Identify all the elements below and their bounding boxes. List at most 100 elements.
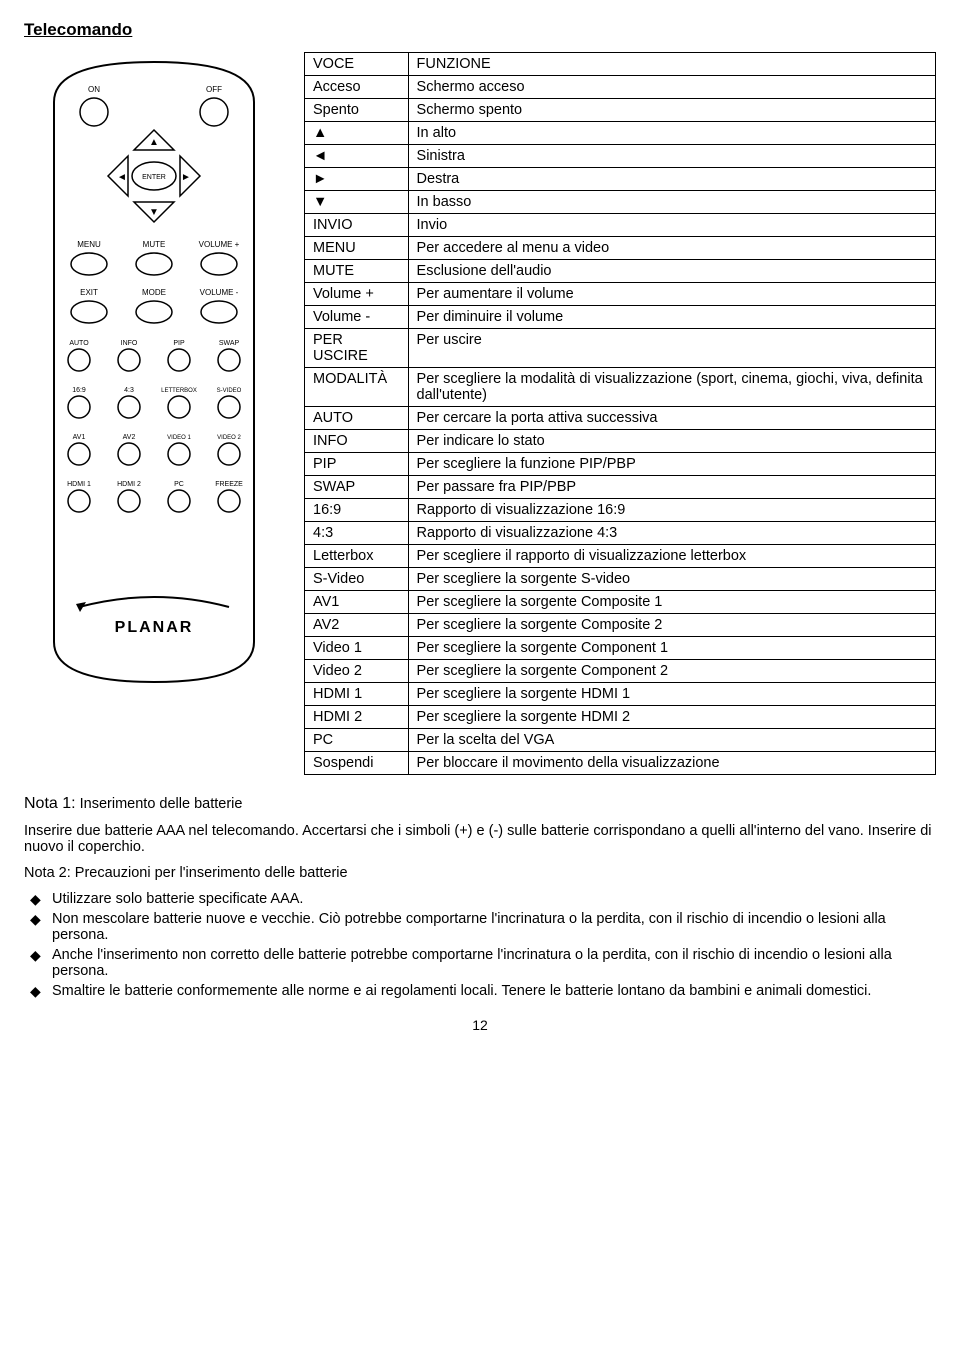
svg-text:►: ►	[181, 172, 191, 183]
table-cell-key: ▲	[305, 122, 409, 145]
table-cell-value: Rapporto di visualizzazione 4:3	[408, 522, 935, 545]
table-cell-key: Sospendi	[305, 752, 409, 775]
label-letterbox: LETTERBOX	[161, 388, 197, 394]
table-cell-key: Video 2	[305, 660, 409, 683]
function-table: VOCEFUNZIONEAccesoSchermo accesoSpentoSc…	[304, 52, 936, 775]
table-cell-value: Per scegliere il rapporto di visualizzaz…	[408, 545, 935, 568]
list-item: Utilizzare solo batterie specificate AAA…	[24, 891, 936, 907]
button-swap	[218, 349, 240, 371]
table-cell-value: Per scegliere la sorgente Composite 2	[408, 614, 935, 637]
list-item: Smaltire le batterie conformemente alle …	[24, 983, 936, 999]
table-cell-key: HDMI 2	[305, 706, 409, 729]
table-cell-key: AUTO	[305, 407, 409, 430]
note2-title: Nota 2: Precauzioni per l'inserimento de…	[24, 865, 936, 881]
label-pip: PIP	[173, 340, 185, 347]
table-header-funzione: FUNZIONE	[408, 53, 935, 76]
table-cell-key: MENU	[305, 237, 409, 260]
button-pip	[168, 349, 190, 371]
table-header-voce: VOCE	[305, 53, 409, 76]
table-cell-key: Spento	[305, 99, 409, 122]
table-cell-key: HDMI 1	[305, 683, 409, 706]
label-enter: ENTER	[142, 174, 166, 181]
note1-subtitle: Inserimento delle batterie	[76, 796, 243, 812]
label-swap: SWAP	[219, 340, 240, 347]
table-cell-value: Esclusione dell'audio	[408, 260, 935, 283]
table-cell-key: ▼	[305, 191, 409, 214]
label-volp: VOLUME +	[199, 240, 240, 249]
table-cell-value: Per scegliere la sorgente HDMI 2	[408, 706, 935, 729]
button-av2	[118, 443, 140, 465]
button-freeze	[218, 490, 240, 512]
table-cell-key: PIP	[305, 453, 409, 476]
table-cell-value: Per scegliere la modalità di visualizzaz…	[408, 368, 935, 407]
button-video2	[218, 443, 240, 465]
button-off	[200, 98, 228, 126]
button-on	[80, 98, 108, 126]
table-cell-key: PC	[305, 729, 409, 752]
svg-text:◄: ◄	[117, 172, 127, 183]
table-cell-value: Invio	[408, 214, 935, 237]
table-row: Volume -Per diminuire il volume	[305, 306, 936, 329]
table-cell-value: Per aumentare il volume	[408, 283, 935, 306]
label-off: OFF	[206, 85, 222, 94]
list-item: Non mescolare batterie nuove e vecchie. …	[24, 911, 936, 943]
table-cell-value: Per diminuire il volume	[408, 306, 935, 329]
label-svideo: S-VIDEO	[217, 388, 242, 394]
label-on: ON	[88, 85, 100, 94]
table-row: S-VideoPer scegliere la sorgente S-video	[305, 568, 936, 591]
table-row: AV1Per scegliere la sorgente Composite 1	[305, 591, 936, 614]
list-item: Anche l'inserimento non corretto delle b…	[24, 947, 936, 979]
label-169: 16:9	[72, 387, 86, 394]
table-row: AccesoSchermo acceso	[305, 76, 936, 99]
table-cell-key: Volume -	[305, 306, 409, 329]
table-cell-value: Per accedere al menu a video	[408, 237, 935, 260]
table-row: PCPer la scelta del VGA	[305, 729, 936, 752]
table-row: AUTOPer cercare la porta attiva successi…	[305, 407, 936, 430]
table-row: Video 2Per scegliere la sorgente Compone…	[305, 660, 936, 683]
table-cell-key: MODALITÀ	[305, 368, 409, 407]
table-cell-value: Per scegliere la sorgente HDMI 1	[408, 683, 935, 706]
button-hdmi1	[68, 490, 90, 512]
table-cell-key: AV2	[305, 614, 409, 637]
table-cell-key: MUTE	[305, 260, 409, 283]
table-cell-value: In alto	[408, 122, 935, 145]
table-cell-key: 4:3	[305, 522, 409, 545]
label-video2: VIDEO 2	[217, 435, 241, 441]
table-row: 16:9Rapporto di visualizzazione 16:9	[305, 499, 936, 522]
button-volm	[201, 301, 237, 323]
button-169	[68, 396, 90, 418]
label-info: INFO	[121, 340, 138, 347]
notes-section: Nota 1: Inserimento delle batterie Inser…	[24, 795, 936, 999]
label-pc: PC	[174, 481, 184, 488]
table-cell-value: Schermo spento	[408, 99, 935, 122]
table-row: MUTEEsclusione dell'audio	[305, 260, 936, 283]
table-cell-value: Destra	[408, 168, 935, 191]
note1-label: Nota 1:	[24, 795, 76, 812]
table-cell-key: S-Video	[305, 568, 409, 591]
table-cell-value: Per scegliere la sorgente Composite 1	[408, 591, 935, 614]
button-svideo	[218, 396, 240, 418]
button-video1	[168, 443, 190, 465]
table-row: PER USCIREPer uscire	[305, 329, 936, 368]
button-auto	[68, 349, 90, 371]
label-av2: AV2	[123, 434, 136, 441]
button-letterbox	[168, 396, 190, 418]
table-cell-key: SWAP	[305, 476, 409, 499]
top-section: ON OFF ▲ ▼ ◄ ► ENTER MENU MUTE V	[24, 52, 936, 775]
table-cell-value: Per la scelta del VGA	[408, 729, 935, 752]
table-cell-value: Per passare fra PIP/PBP	[408, 476, 935, 499]
table-cell-value: In basso	[408, 191, 935, 214]
table-cell-value: Sinistra	[408, 145, 935, 168]
table-cell-key: Video 1	[305, 637, 409, 660]
note1-title: Nota 1: Inserimento delle batterie	[24, 795, 936, 813]
table-cell-key: Letterbox	[305, 545, 409, 568]
brand-label: PLANAR	[115, 619, 194, 636]
svg-text:▲: ▲	[149, 137, 159, 148]
table-cell-value: Per scegliere la sorgente Component 1	[408, 637, 935, 660]
table-row: INVIOInvio	[305, 214, 936, 237]
table-row: INFOPer indicare lo stato	[305, 430, 936, 453]
label-menu: MENU	[77, 240, 101, 249]
page-number: 12	[24, 1017, 936, 1033]
label-exit: EXIT	[80, 288, 98, 297]
table-row: SospendiPer bloccare il movimento della …	[305, 752, 936, 775]
